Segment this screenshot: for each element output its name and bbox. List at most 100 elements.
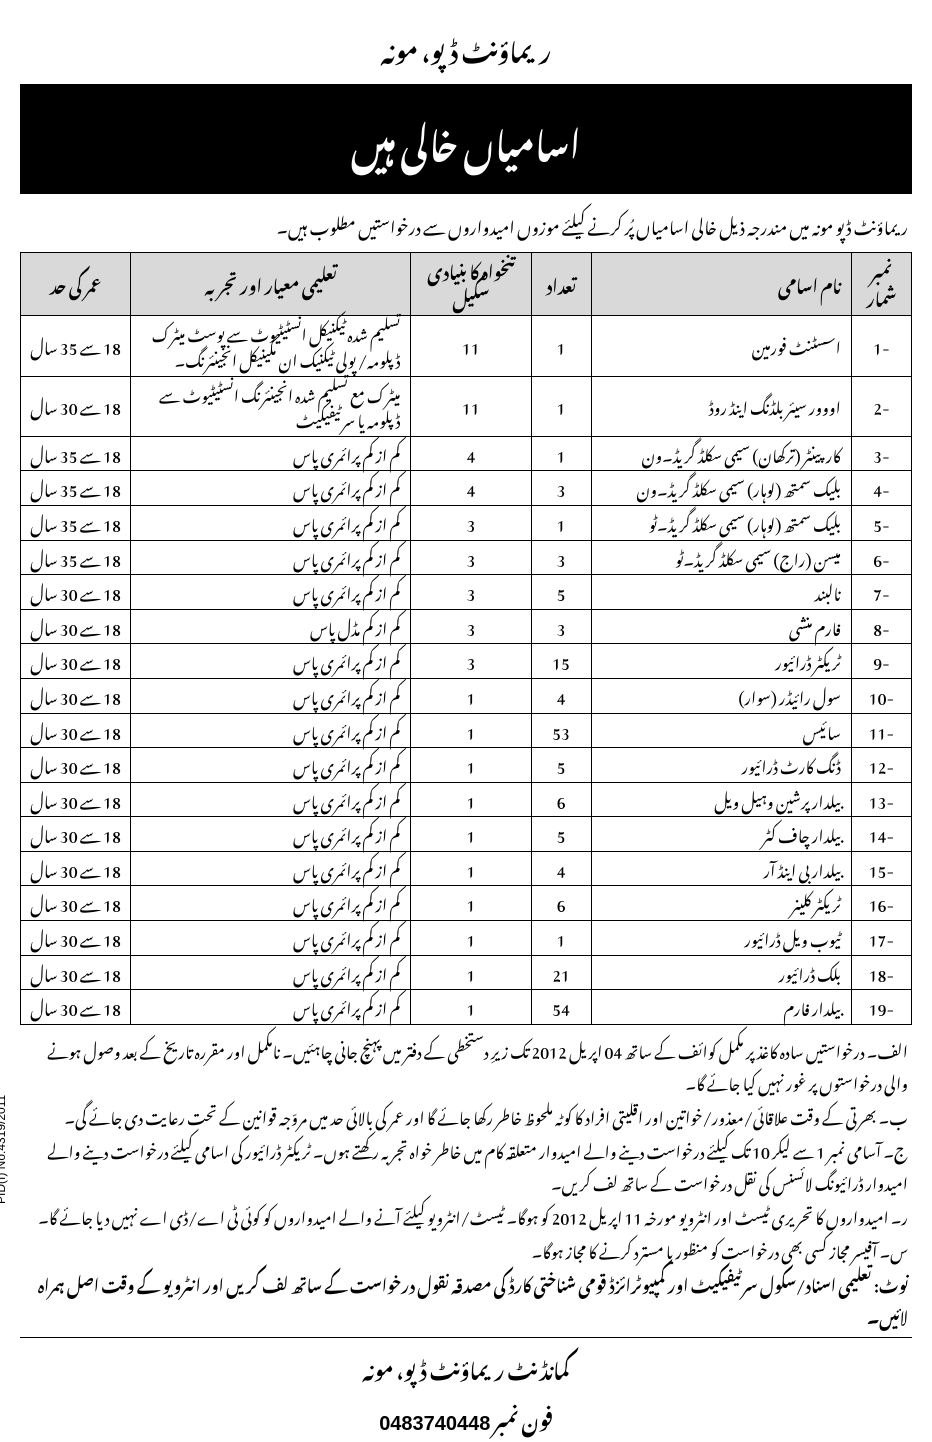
cell-age: 18 سے 30 سال bbox=[21, 782, 131, 817]
cell-education: کم از کم پرائمری پاس bbox=[131, 851, 411, 886]
phone-number: 0483740448 bbox=[379, 1413, 490, 1435]
cell-age: 18 سے 30 سال bbox=[21, 921, 131, 956]
instruction-note: نوٹ: تعلیمی اسناد/سکول سرٹیفیکیٹ اور کمپ… bbox=[24, 1267, 908, 1331]
phone-label: فون نمبر bbox=[493, 1392, 552, 1442]
table-row: -8فارم منشی33کم از کم مڈل پاس18 سے 30 سا… bbox=[21, 609, 912, 644]
table-row: -16ٹریکٹر کلینر61کم از کم پرائمری پاس18 … bbox=[21, 886, 912, 921]
table-row: -17ٹیوب ویل ڈرائیور11کم از کم پرائمری پا… bbox=[21, 921, 912, 956]
cell-sr: -7 bbox=[851, 575, 911, 610]
cell-post-name: بیلدار پرشین وہیل ویل bbox=[591, 782, 851, 817]
table-row: -15بیلدار بی اینڈ آر41کم از کم پرائمری پ… bbox=[21, 851, 912, 886]
cell-count: 4 bbox=[531, 678, 591, 713]
table-row: -10سول رائیڈر (سوار)41کم از کم پرائمری پ… bbox=[21, 678, 912, 713]
cell-sr: -2 bbox=[851, 376, 911, 436]
cell-sr: -1 bbox=[851, 316, 911, 376]
cell-sr: -13 bbox=[851, 782, 911, 817]
cell-post-name: سائیس bbox=[591, 713, 851, 748]
cell-post-name: اسسٹنٹ فورمین bbox=[591, 316, 851, 376]
col-education: تعلیمی معیار اور تجربہ bbox=[131, 253, 411, 316]
cell-post-name: بلیک سمتھ (لوہار) سیمی سکلڈ گریڈ۔ون bbox=[591, 471, 851, 506]
cell-count: 3 bbox=[531, 609, 591, 644]
cell-count: 6 bbox=[531, 782, 591, 817]
cell-post-name: اووور سیئر بلڈنگ اینڈ روڈ bbox=[591, 376, 851, 436]
cell-scale: 1 bbox=[411, 817, 531, 852]
table-row: -12ڈنگ کارٹ ڈرائیور51کم از کم پرائمری پا… bbox=[21, 748, 912, 783]
cell-count: 15 bbox=[531, 644, 591, 679]
cell-sr: -8 bbox=[851, 609, 911, 644]
pid-number: PID(I) No.4319/2011 bbox=[0, 1095, 8, 1204]
cell-count: 4 bbox=[531, 851, 591, 886]
cell-education: کم از کم پرائمری پاس bbox=[131, 540, 411, 575]
cell-education: کم از کم پرائمری پاس bbox=[131, 921, 411, 956]
cell-education: کم از کم پرائمری پاس bbox=[131, 436, 411, 471]
cell-scale: 1 bbox=[411, 678, 531, 713]
cell-scale: 3 bbox=[411, 609, 531, 644]
cell-post-name: بیلدار فارم bbox=[591, 990, 851, 1025]
footer: کمانڈنٹ ریماؤنٹ ڈپو، مونہ فون نمبر 04837… bbox=[20, 1337, 912, 1442]
instruction-ray: ر۔ امیدواروں کا تحریری ٹیسٹ اور انٹرویو … bbox=[24, 1199, 908, 1231]
cell-age: 18 سے 30 سال bbox=[21, 678, 131, 713]
instruction-alif: الف۔ درخواستیں سادہ کاغذ پر مکمل کوائف ک… bbox=[24, 1033, 908, 1097]
cell-scale: 4 bbox=[411, 471, 531, 506]
cell-sr: -6 bbox=[851, 540, 911, 575]
cell-post-name: سول رائیڈر (سوار) bbox=[591, 678, 851, 713]
cell-sr: -9 bbox=[851, 644, 911, 679]
cell-sr: -18 bbox=[851, 955, 911, 990]
cell-scale: 1 bbox=[411, 955, 531, 990]
cell-post-name: بیلدار چاف کٹر bbox=[591, 817, 851, 852]
cell-age: 18 سے 30 سال bbox=[21, 644, 131, 679]
footer-commandant: کمانڈنٹ ریماؤنٹ ڈپو، مونہ bbox=[20, 1342, 912, 1392]
cell-post-name: ٹیوب ویل ڈرائیور bbox=[591, 921, 851, 956]
cell-sr: -14 bbox=[851, 817, 911, 852]
cell-scale: 4 bbox=[411, 436, 531, 471]
cell-count: 1 bbox=[531, 921, 591, 956]
table-body: -1اسسٹنٹ فورمین111تسلیم شدہ ٹیکنیکل انسٹ… bbox=[21, 316, 912, 1024]
col-serial: نمبر شمار bbox=[851, 253, 911, 316]
cell-sr: -15 bbox=[851, 851, 911, 886]
cell-education: کم از کم پرائمری پاس bbox=[131, 817, 411, 852]
cell-scale: 1 bbox=[411, 748, 531, 783]
cell-sr: -11 bbox=[851, 713, 911, 748]
table-row: -4بلیک سمتھ (لوہار) سیمی سکلڈ گریڈ۔ون34ک… bbox=[21, 471, 912, 506]
cell-count: 5 bbox=[531, 817, 591, 852]
cell-scale: 1 bbox=[411, 782, 531, 817]
cell-count: 1 bbox=[531, 376, 591, 436]
cell-scale: 1 bbox=[411, 990, 531, 1025]
cell-post-name: ڈنگ کارٹ ڈرائیور bbox=[591, 748, 851, 783]
instruction-seen: س۔ آفیسر مجاز کسی بھی درخواست کو منظور ی… bbox=[24, 1233, 908, 1265]
cell-post-name: کارپینٹر (ترکھان) سیمی سکلڈ گریڈ۔ون bbox=[591, 436, 851, 471]
cell-age: 18 سے 30 سال bbox=[21, 990, 131, 1025]
col-age-limit: عمر کی حد bbox=[21, 253, 131, 316]
cell-education: کم از کم پرائمری پاس bbox=[131, 990, 411, 1025]
cell-scale: 1 bbox=[411, 851, 531, 886]
cell-post-name: بلک ڈرائیور bbox=[591, 955, 851, 990]
cell-sr: -12 bbox=[851, 748, 911, 783]
table-row: -5بلیک سمتھ (لوہار) سیمی سکلڈ گریڈ۔ٹو13ک… bbox=[21, 505, 912, 540]
cell-count: 1 bbox=[531, 316, 591, 376]
cell-count: 3 bbox=[531, 471, 591, 506]
cell-age: 18 سے 35 سال bbox=[21, 505, 131, 540]
col-post-name: نام اسامی bbox=[591, 253, 851, 316]
table-row: -13بیلدار پرشین وہیل ویل61کم از کم پرائم… bbox=[21, 782, 912, 817]
cell-count: 3 bbox=[531, 540, 591, 575]
cell-count: 5 bbox=[531, 748, 591, 783]
cell-education: کم از کم پرائمری پاس bbox=[131, 748, 411, 783]
intro-text: ریماؤنٹ ڈپو مونہ میں مندرجہ ذیل خالی اسا… bbox=[20, 204, 912, 246]
cell-education: کم از کم پرائمری پاس bbox=[131, 505, 411, 540]
table-row: -18بلک ڈرائیور211کم از کم پرائمری پاس18 … bbox=[21, 955, 912, 990]
cell-education: کم از کم پرائمری پاس bbox=[131, 644, 411, 679]
cell-count: 5 bbox=[531, 575, 591, 610]
cell-age: 18 سے 35 سال bbox=[21, 540, 131, 575]
cell-scale: 1 bbox=[411, 713, 531, 748]
cell-count: 6 bbox=[531, 886, 591, 921]
cell-sr: -16 bbox=[851, 886, 911, 921]
cell-count: 1 bbox=[531, 505, 591, 540]
cell-age: 18 سے 35 سال bbox=[21, 471, 131, 506]
depot-title: ریماؤنٹ ڈپو، مونہ bbox=[20, 18, 912, 78]
cell-post-name: ٹریکٹر ڈرائیور bbox=[591, 644, 851, 679]
cell-age: 18 سے 30 سال bbox=[21, 376, 131, 436]
cell-post-name: فارم منشی bbox=[591, 609, 851, 644]
cell-scale: 3 bbox=[411, 575, 531, 610]
table-row: -7نالبند53کم از کم پرائمری پاس18 سے 30 س… bbox=[21, 575, 912, 610]
cell-education: کم از کم پرائمری پاس bbox=[131, 713, 411, 748]
